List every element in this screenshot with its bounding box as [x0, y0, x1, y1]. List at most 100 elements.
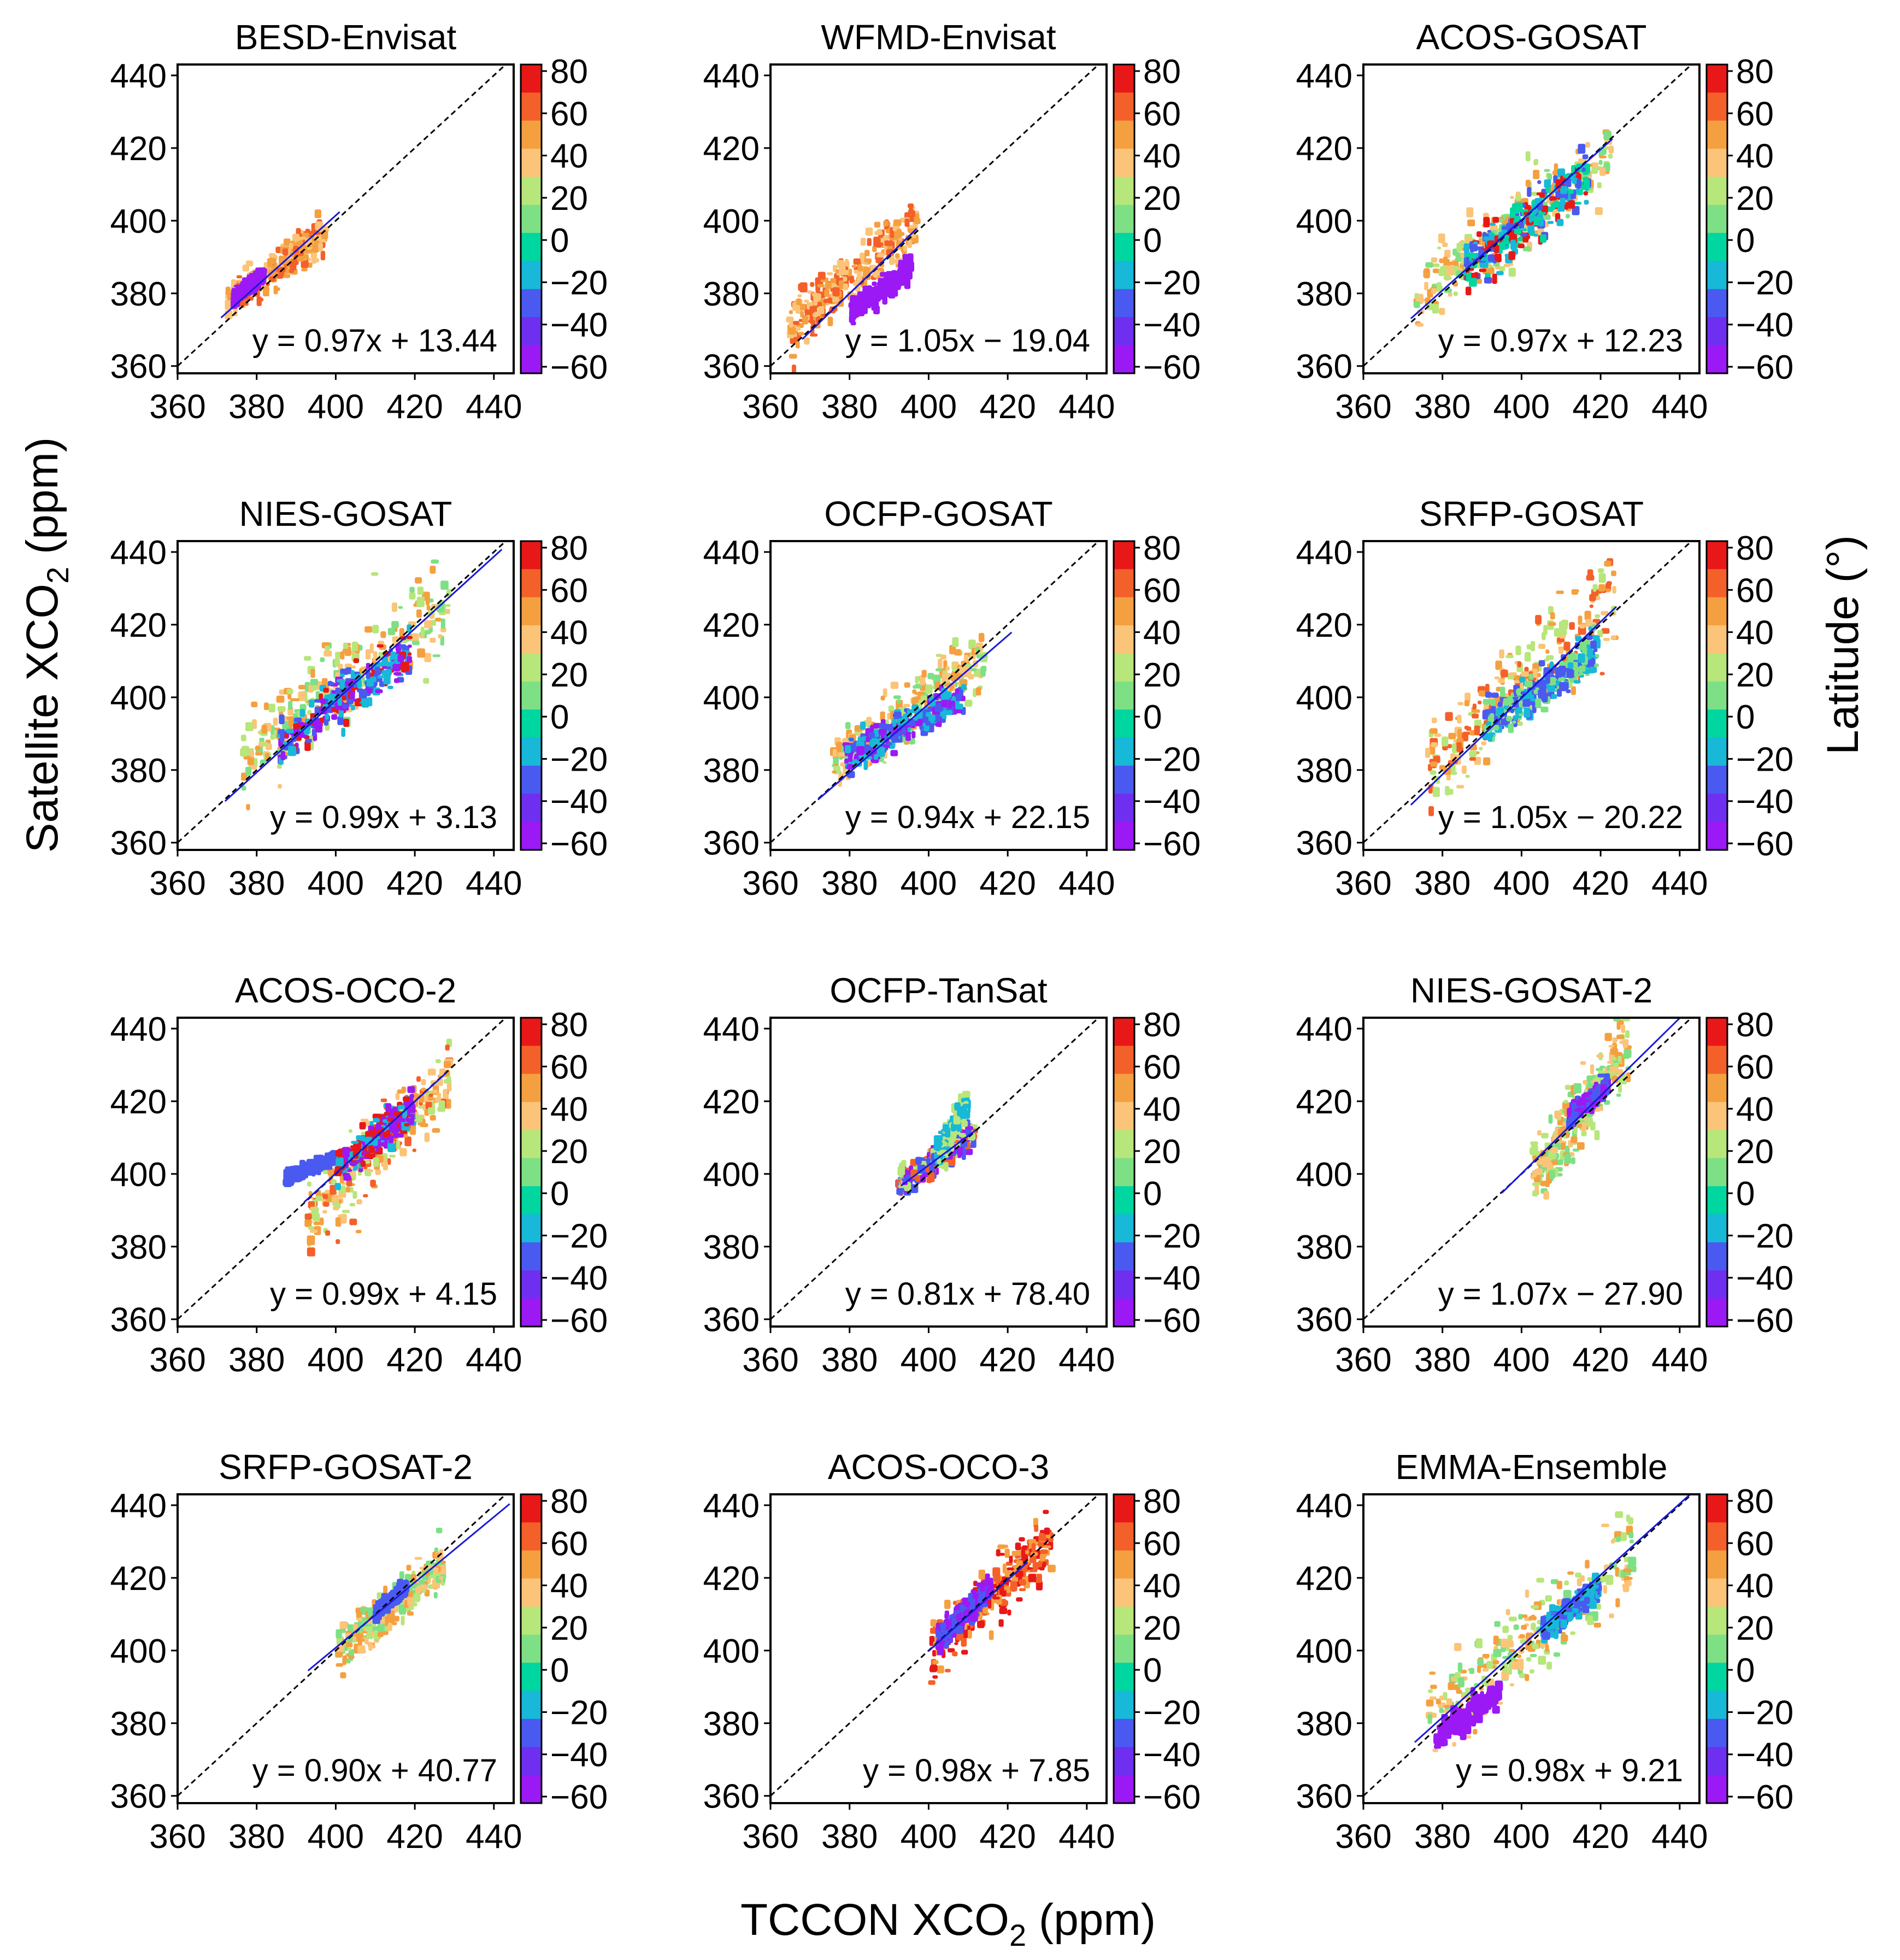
data-point — [1474, 725, 1480, 736]
data-point — [792, 302, 796, 311]
colorbar-segment — [521, 149, 542, 177]
data-point — [416, 609, 422, 618]
data-point — [864, 258, 872, 263]
y-tick-label: 380 — [110, 752, 167, 790]
data-point — [1545, 673, 1550, 684]
data-point — [342, 1147, 351, 1157]
data-point — [1554, 163, 1558, 173]
data-point — [1442, 242, 1448, 247]
colorbar-tick-label: −60 — [1736, 825, 1793, 863]
colorbar-segment — [521, 1073, 542, 1102]
colorbar-tick-label: 40 — [550, 1091, 588, 1129]
data-point — [407, 624, 412, 633]
data-point — [1553, 201, 1560, 208]
data-point — [1548, 677, 1556, 685]
data-point — [376, 670, 382, 675]
data-point — [1508, 267, 1516, 277]
data-point — [366, 678, 374, 687]
data-point — [1598, 568, 1604, 573]
data-point — [874, 238, 878, 244]
data-point — [419, 635, 425, 638]
data-point — [408, 652, 412, 656]
data-point — [1483, 216, 1490, 227]
data-point — [927, 1172, 935, 1182]
x-tick-label: 400 — [901, 865, 957, 902]
data-point — [1563, 682, 1569, 690]
data-point — [311, 257, 316, 264]
data-point — [953, 1117, 961, 1125]
data-point — [915, 1157, 922, 1165]
data-point — [389, 1112, 393, 1117]
data-point — [245, 722, 254, 731]
data-point — [1578, 144, 1586, 154]
data-point — [1479, 747, 1483, 750]
data-point — [367, 688, 373, 694]
data-point — [299, 709, 305, 717]
data-point — [827, 297, 833, 304]
data-point — [786, 316, 794, 322]
x-tick-label: 380 — [228, 865, 285, 902]
data-point — [934, 706, 943, 712]
data-point — [1533, 233, 1538, 237]
plot-area — [1363, 541, 1692, 843]
data-point — [1462, 765, 1467, 774]
y-tick-label: 440 — [1296, 534, 1352, 572]
data-point — [804, 300, 809, 303]
colorbar-segment — [1707, 289, 1727, 318]
data-point — [845, 722, 851, 729]
data-point — [256, 296, 262, 306]
data-point — [1596, 1068, 1604, 1071]
data-point — [425, 597, 430, 606]
colorbar-segment — [1707, 625, 1727, 654]
y-tick-label: 380 — [1296, 752, 1352, 790]
data-point — [852, 747, 856, 752]
data-point — [1529, 701, 1536, 706]
data-point — [1558, 677, 1565, 682]
colorbar-tick-label: 20 — [1143, 180, 1181, 218]
data-point — [1608, 154, 1613, 159]
data-point — [402, 1111, 407, 1119]
colorbar-tick-label: 80 — [1736, 53, 1774, 91]
data-point — [259, 737, 264, 742]
data-point — [313, 1221, 320, 1225]
colorbar-tick-label: 60 — [1736, 572, 1774, 609]
data-point — [1492, 273, 1497, 284]
data-point — [311, 1210, 316, 1219]
panel-acos-oco-2: 360 380 400 420 440360380400420440ACOS-OCO-2… — [110, 971, 608, 1379]
colorbar-segment — [521, 1242, 542, 1271]
data-point — [364, 626, 373, 633]
data-point — [1539, 686, 1547, 690]
colorbar-segment — [1707, 794, 1727, 823]
data-point — [944, 1161, 949, 1172]
colorbar-segment — [1114, 1214, 1134, 1243]
data-point — [1466, 286, 1472, 296]
data-point — [856, 273, 862, 284]
colorbar-tick-label: −60 — [1143, 1302, 1201, 1340]
data-point — [1584, 179, 1590, 189]
colorbar-tick-label: −40 — [1736, 783, 1793, 821]
colorbar-tick-label: −20 — [1143, 741, 1201, 778]
data-point — [883, 688, 887, 697]
data-point — [328, 1157, 333, 1162]
data-point — [234, 290, 239, 295]
data-point — [1495, 254, 1502, 262]
data-point — [1584, 640, 1591, 645]
data-point — [1583, 177, 1589, 180]
colorbar-tick-label: 20 — [1736, 180, 1774, 218]
colorbar-tick-label: −40 — [1143, 1260, 1201, 1298]
data-point — [432, 1128, 440, 1133]
data-point — [356, 1199, 362, 1205]
data-point — [1472, 713, 1479, 719]
data-point — [322, 1194, 328, 1199]
data-point — [315, 221, 320, 231]
data-point — [1568, 200, 1575, 209]
colorbar-tick-label: 40 — [1143, 1091, 1181, 1129]
data-point — [1584, 611, 1591, 620]
data-point — [911, 210, 915, 218]
panel-title: BESD-Envisat — [235, 17, 457, 57]
colorbar-segment — [1114, 737, 1134, 766]
data-point — [349, 1218, 357, 1225]
data-point — [866, 717, 872, 725]
data-point — [1621, 1024, 1626, 1033]
